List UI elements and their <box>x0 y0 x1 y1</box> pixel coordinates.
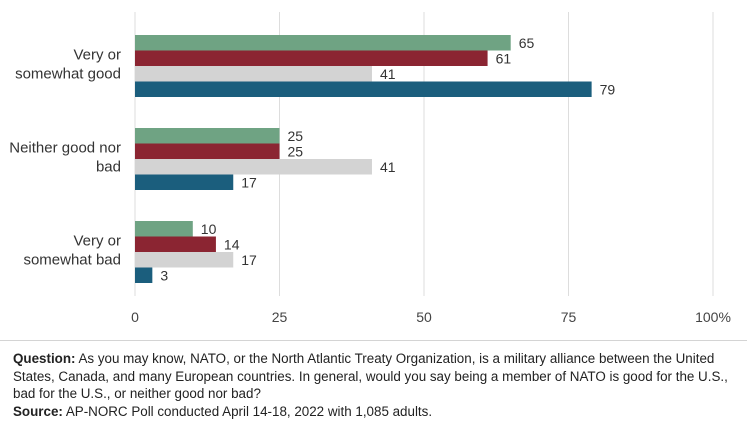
bar <box>135 66 372 82</box>
bar <box>135 159 372 175</box>
question-label: Question: <box>13 351 76 366</box>
bar <box>135 143 280 159</box>
bars: 65 25 10 61 25 14 41 41 17 79 17 3 <box>135 35 616 283</box>
data-label: 41 <box>380 66 396 82</box>
bar <box>135 35 511 51</box>
data-label: 65 <box>519 35 535 51</box>
bar <box>135 128 280 144</box>
chart-notes: Question: As you may know, NATO, or the … <box>13 350 741 420</box>
data-label: 25 <box>288 143 304 159</box>
bar <box>135 221 193 237</box>
category-label: bad <box>96 159 121 176</box>
bar <box>135 252 234 268</box>
bar <box>135 267 153 283</box>
bar <box>135 50 488 66</box>
category-label: Neither good nor <box>9 140 121 157</box>
bar <box>135 81 592 97</box>
x-tick-label: 50 <box>416 309 432 325</box>
bar <box>135 174 234 190</box>
data-label: 79 <box>600 81 616 97</box>
category-label: Very or <box>73 233 121 250</box>
source-note: Source: AP-NORC Poll conducted April 14-… <box>13 403 741 421</box>
data-label: 25 <box>288 128 304 144</box>
data-label: 41 <box>380 159 396 175</box>
source-label: Source: <box>13 403 63 419</box>
source-text: AP-NORC Poll conducted April 14-18, 2022… <box>65 403 433 419</box>
bar <box>135 236 216 252</box>
bar-chart: 65 25 10 61 25 14 41 41 17 79 17 3 Very or somewhat … <box>9 12 731 325</box>
question-note: Question: As you may know, NATO, or the … <box>13 350 741 403</box>
data-label: 61 <box>496 50 512 66</box>
question-text: As you may know, NATO, or the North Atla… <box>13 351 728 401</box>
category-label: somewhat good <box>15 66 121 83</box>
x-tick-label: 0 <box>131 309 139 325</box>
data-label: 14 <box>224 236 240 252</box>
data-label: 17 <box>241 174 257 190</box>
category-label: somewhat bad <box>23 252 121 269</box>
category-labels: Very or somewhat good Neither good nor bad V… <box>9 47 121 269</box>
data-label: 10 <box>201 221 217 237</box>
category-label: Very or <box>73 47 121 64</box>
x-tick-label: 25 <box>272 309 288 325</box>
x-tick-label: 75 <box>561 309 577 325</box>
x-tick-label: 100% <box>695 309 731 325</box>
notes-divider <box>0 340 747 341</box>
data-label: 17 <box>241 252 257 268</box>
data-label: 3 <box>160 267 168 283</box>
x-axis-ticks: 0 25 50 75 100% <box>131 309 731 325</box>
